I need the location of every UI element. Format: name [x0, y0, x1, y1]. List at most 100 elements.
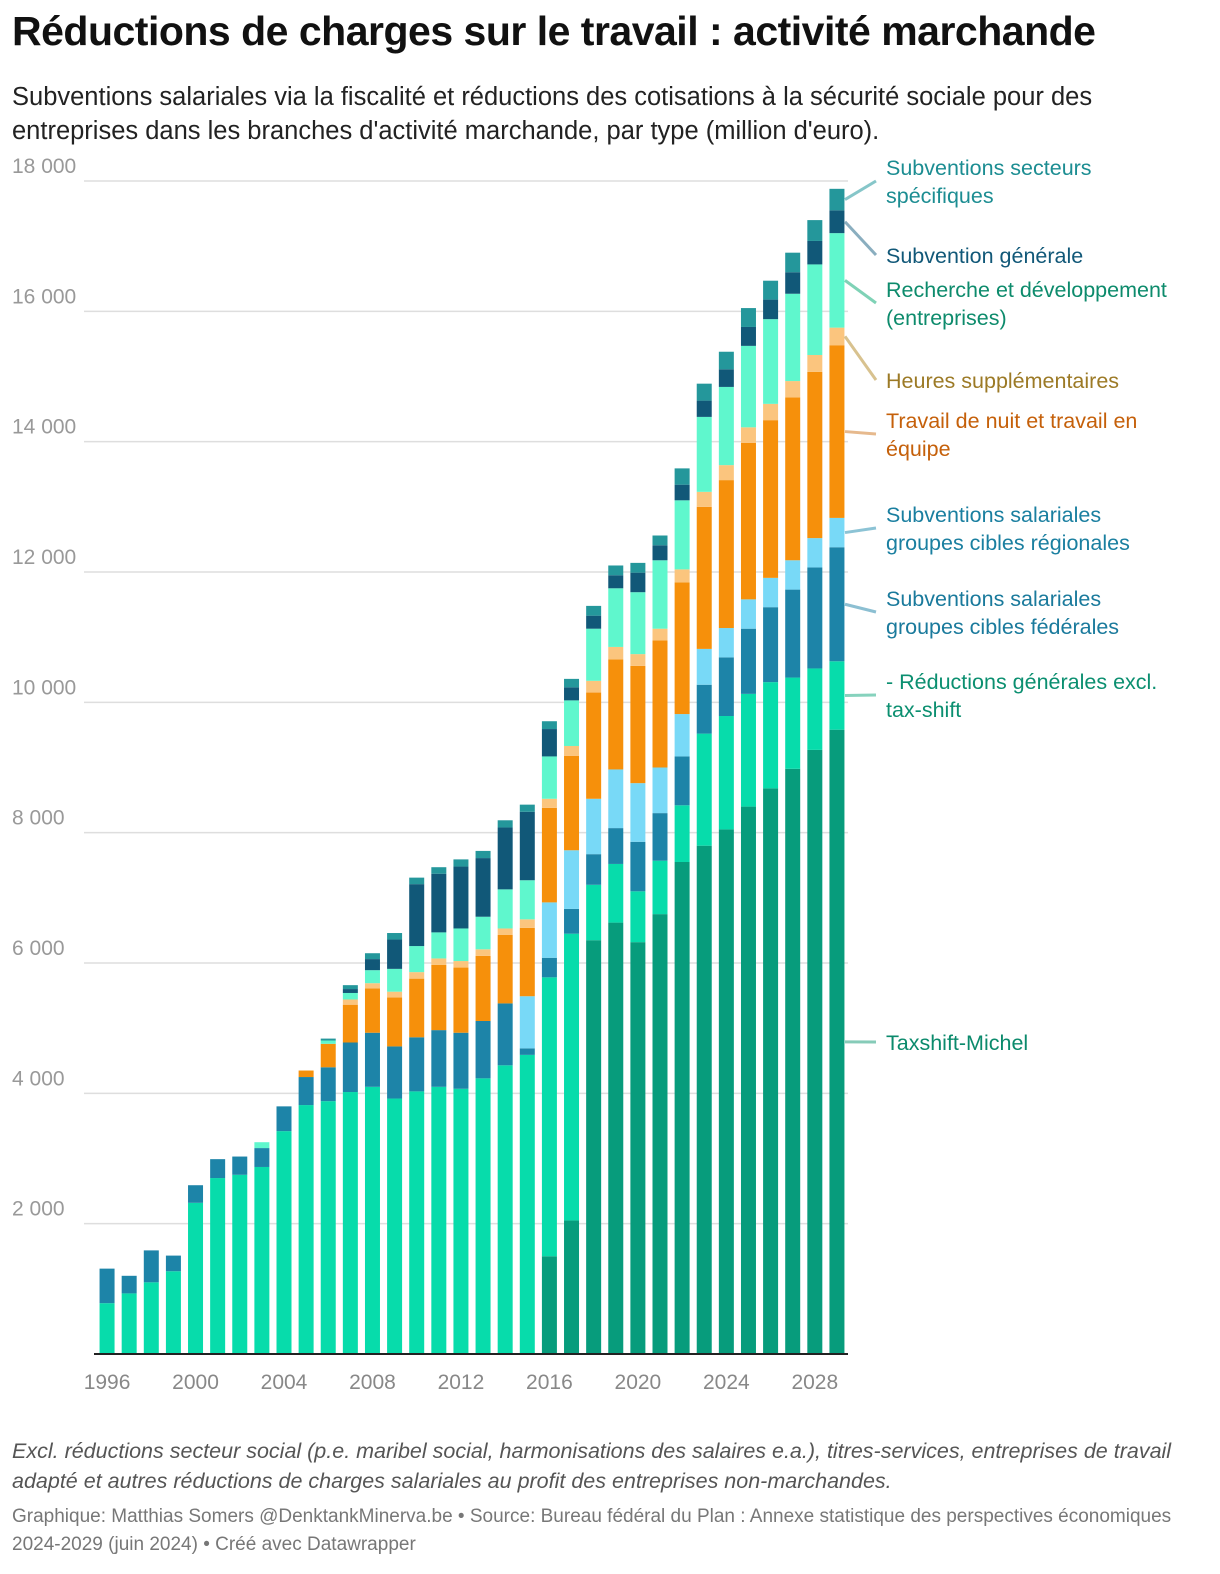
bar-segment: [475, 850, 491, 859]
bar-segment: [99, 1303, 115, 1354]
x-tick-label: 2000: [172, 1371, 219, 1394]
bar-segment: [829, 547, 845, 662]
bar-segment: [497, 1065, 513, 1354]
chart-notes: Excl. réductions secteur social (p.e. ma…: [12, 1439, 1172, 1493]
bar-segment: [143, 1282, 159, 1354]
x-tick-label: 2024: [703, 1371, 750, 1394]
bar-segment: [652, 914, 668, 1354]
bar-segment: [586, 940, 602, 1354]
series-labels: Taxshift-Michel - Réductions générales ex…: [843, 156, 1167, 1055]
bar-segment: [342, 992, 358, 1000]
bar-segment: [608, 646, 624, 660]
y-tick-label: 10 000: [12, 676, 76, 699]
bar-segment: [630, 942, 646, 1354]
bar-segment: [541, 721, 557, 730]
bar-segment: [320, 1038, 336, 1041]
bar-segment: [387, 1098, 403, 1354]
chart-subtitle: Subventions salariales via la fiscalité …: [12, 83, 1093, 145]
bar-segment: [674, 582, 690, 715]
bar-segment: [696, 733, 712, 846]
bar-segment: [785, 397, 801, 561]
x-tick-label: 2012: [438, 1371, 485, 1394]
bar-segment: [763, 319, 779, 404]
bar-segment: [188, 1185, 204, 1203]
bar-segment: [342, 1042, 358, 1093]
y-tick-label: 6 000: [12, 937, 65, 960]
x-tick-label: 2028: [791, 1371, 838, 1394]
bar-segment: [785, 589, 801, 678]
bar-segment: [829, 327, 845, 346]
series-label: Subventions salariales groupes cibles féd…: [886, 587, 1119, 639]
bar-segment: [165, 1255, 181, 1272]
bar-segment: [608, 828, 624, 864]
series-label: Taxshift-Michel: [886, 1031, 1028, 1055]
bar-segment: [696, 684, 712, 734]
bar-segment: [740, 599, 756, 629]
bar-segment: [785, 293, 801, 382]
bar-segment: [807, 240, 823, 265]
bar-segment: [364, 953, 380, 960]
bar-segment: [740, 427, 756, 443]
y-tick-label: 2 000: [12, 1198, 65, 1221]
bar-segment: [696, 491, 712, 507]
bar-segment: [409, 978, 425, 1038]
bar-segment: [320, 1067, 336, 1102]
bar-segment: [829, 661, 845, 730]
bar-segment: [431, 958, 447, 965]
bar-segment: [519, 804, 535, 812]
bar-segment: [364, 1032, 380, 1087]
bar-segment: [143, 1250, 159, 1283]
bar-segment: [431, 1086, 447, 1354]
bar-segment: [232, 1156, 248, 1175]
series-label: Travail de nuit et travail en équipe: [886, 409, 1137, 461]
bar-segment: [674, 756, 690, 806]
bar-segment: [342, 989, 358, 993]
bar-segment: [342, 999, 358, 1005]
bar-segment: [453, 1088, 469, 1354]
bar-segment: [718, 480, 734, 629]
bar-segment: [497, 820, 513, 828]
bar-segment: [785, 677, 801, 769]
bar-segment: [630, 783, 646, 842]
series-label-leader: [844, 430, 877, 436]
series-label-leader: [843, 335, 878, 381]
bar-segment: [586, 798, 602, 855]
bar-segment: [696, 416, 712, 492]
bar-segment: [718, 628, 734, 658]
bar-segment: [674, 714, 690, 757]
bar-segment: [807, 668, 823, 750]
bar-segment: [364, 959, 380, 971]
bar-segment: [674, 500, 690, 570]
bar-segment: [453, 961, 469, 968]
bar-segment: [387, 939, 403, 969]
bar-segment: [718, 386, 734, 466]
bar-segment: [453, 866, 469, 929]
bar-segment: [564, 908, 580, 934]
bar-segment: [652, 640, 668, 768]
bar-segment: [608, 769, 624, 829]
bar-segment: [740, 308, 756, 327]
series-label: Subventions salariales groupes cibles rég…: [886, 503, 1130, 555]
series-label-leader: [844, 179, 877, 201]
bar-segment: [674, 484, 690, 501]
bar-segment: [829, 233, 845, 328]
bar-segment: [387, 1046, 403, 1099]
bar-segment: [740, 345, 756, 428]
bar-segment: [564, 933, 580, 1221]
gridlines: [84, 180, 848, 1225]
bar-segment: [431, 873, 447, 933]
bar-segment: [696, 648, 712, 685]
bar-segment: [121, 1275, 137, 1294]
series-label-leader: [844, 602, 877, 614]
bar-segment: [696, 400, 712, 417]
bar-segment: [674, 861, 690, 1354]
bar-segment: [564, 678, 580, 688]
bar-segment: [409, 946, 425, 973]
bar-segment: [409, 884, 425, 947]
bar-segment: [232, 1174, 248, 1354]
bar-segment: [674, 468, 690, 485]
y-tick-label: 4 000: [12, 1067, 65, 1090]
bar-segment: [453, 859, 469, 867]
bar-segment: [409, 877, 425, 885]
bar-segment: [497, 1003, 513, 1066]
